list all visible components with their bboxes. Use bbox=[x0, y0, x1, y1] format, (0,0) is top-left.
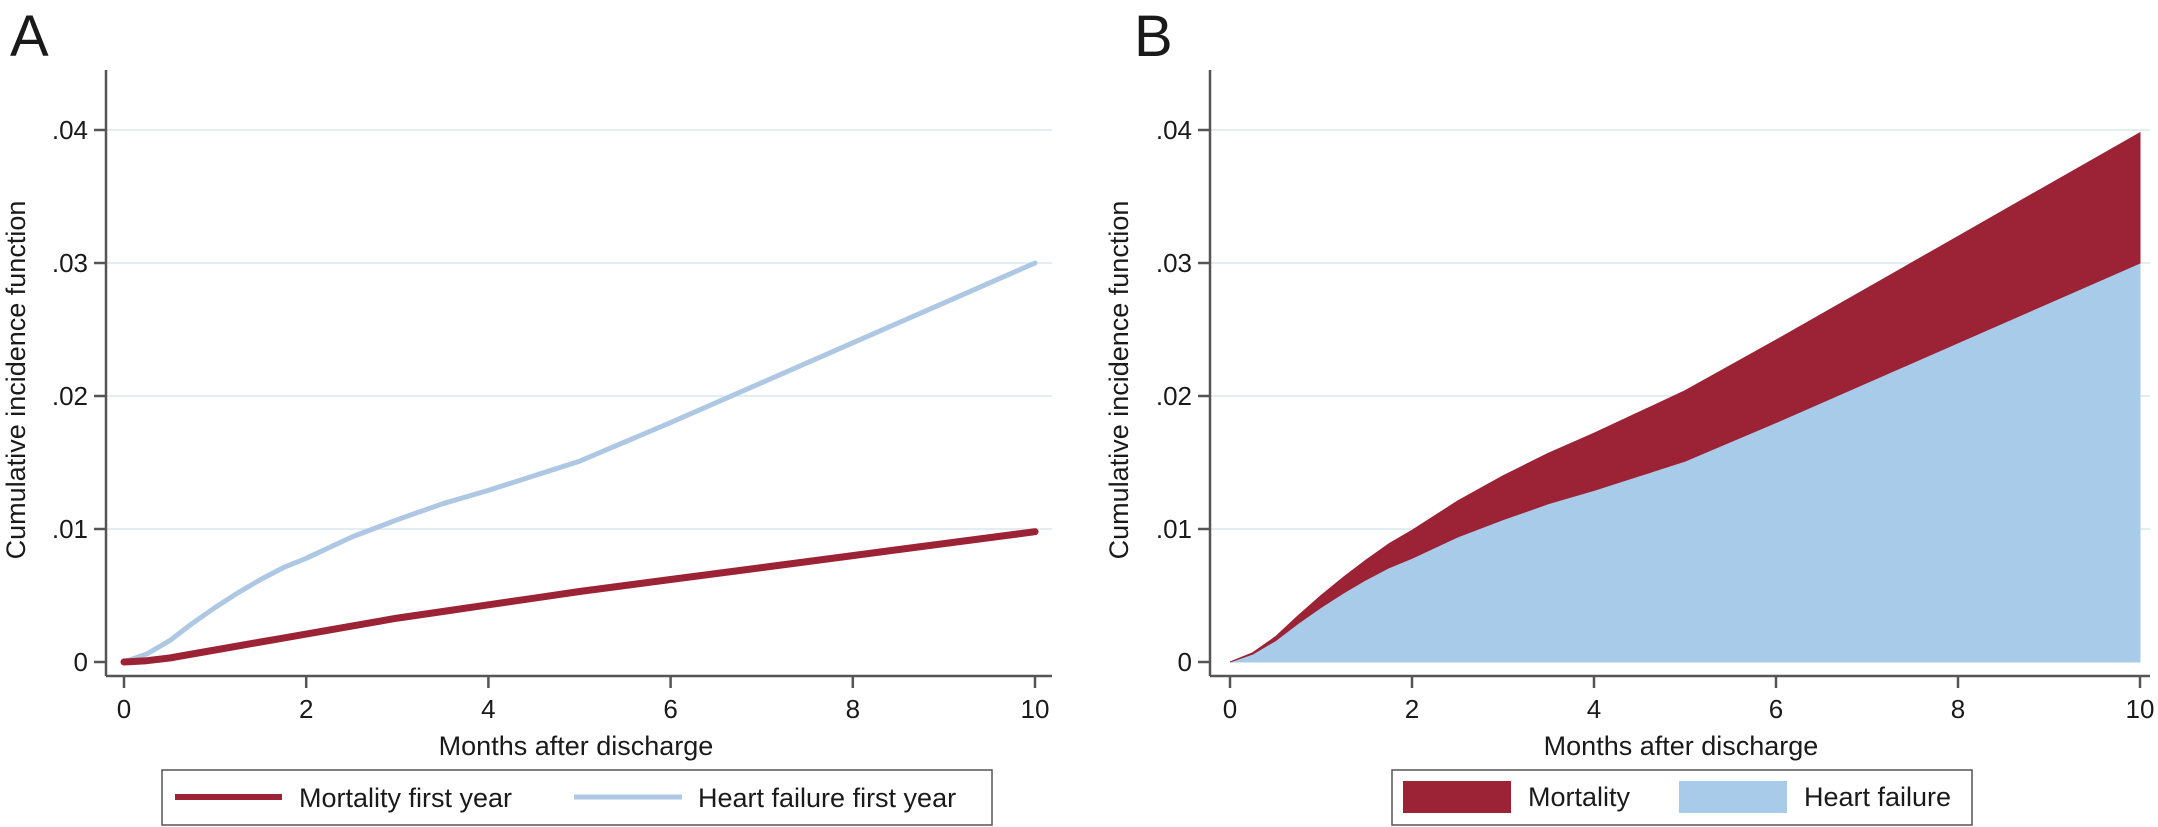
panel-b-axes bbox=[1208, 70, 2150, 678]
y-tick-label: 0 bbox=[1178, 647, 1192, 677]
x-tick-label: 2 bbox=[1405, 694, 1419, 724]
y-tick-label: .04 bbox=[52, 115, 88, 145]
x-tick-label: 8 bbox=[1951, 694, 1965, 724]
x-tick-label: 2 bbox=[299, 694, 313, 724]
panel-b-letter: B bbox=[1134, 4, 1173, 69]
y-tick-label: .03 bbox=[52, 248, 88, 278]
y-tick-label: .02 bbox=[1156, 381, 1192, 411]
panel-a-letter: A bbox=[10, 4, 49, 69]
legend-swatch-heart-failure bbox=[1679, 781, 1787, 813]
panel-a-legend: Mortality first year Heart failure first… bbox=[161, 769, 993, 826]
panel-a-plot-area bbox=[120, 260, 1039, 666]
panel-b-plot-area bbox=[1229, 131, 2141, 663]
series-line-heart-failure-first-year bbox=[121, 260, 1038, 665]
panel-a-gridlines bbox=[107, 129, 1052, 530]
y-tick-label: 0 bbox=[74, 647, 88, 677]
panel-b-y-ticks: 0 .01 .02 .03 .04 bbox=[1156, 115, 1210, 677]
x-tick-label: 8 bbox=[846, 694, 860, 724]
x-tick-label: 6 bbox=[663, 694, 677, 724]
panel-a-x-ticks: 0 2 4 6 8 10 bbox=[117, 676, 1050, 724]
y-tick-label: .03 bbox=[1156, 248, 1192, 278]
panel-a: A 0 2 4 6 8 10 0 .01 .02 .03 .04 Months after dis… bbox=[1, 4, 1052, 826]
panel-b-y-axis-title: Cumulative incidence function bbox=[1104, 201, 1134, 560]
panel-a-y-ticks: 0 .01 .02 .03 .04 bbox=[52, 115, 106, 677]
x-tick-label: 6 bbox=[1769, 694, 1783, 724]
legend-label-mortality-first-year: Mortality first year bbox=[299, 783, 512, 813]
legend-label-heart-failure: Heart failure bbox=[1804, 782, 1951, 812]
x-tick-label: 4 bbox=[481, 694, 495, 724]
x-tick-label: 4 bbox=[1587, 694, 1601, 724]
y-tick-label: .01 bbox=[52, 514, 88, 544]
panel-b: B 0 2 4 6 8 10 0 .01 .02 .03 .04 Months after dis… bbox=[1104, 4, 2155, 826]
panel-b-x-axis-title: Months after discharge bbox=[1544, 731, 1819, 761]
x-tick-label: 0 bbox=[117, 694, 131, 724]
y-tick-label: .01 bbox=[1156, 514, 1192, 544]
x-tick-label: 0 bbox=[1223, 694, 1237, 724]
panel-a-y-axis-title: Cumulative incidence function bbox=[1, 201, 31, 560]
y-tick-label: .02 bbox=[52, 381, 88, 411]
x-tick-label: 10 bbox=[1021, 694, 1050, 724]
x-tick-label: 10 bbox=[2126, 694, 2155, 724]
panel-a-x-axis-title: Months after discharge bbox=[439, 731, 714, 761]
series-area-mortality bbox=[1229, 131, 2141, 663]
y-tick-label: .04 bbox=[1156, 115, 1192, 145]
panel-a-axes bbox=[104, 70, 1052, 678]
series-line-mortality-first-year bbox=[120, 528, 1039, 666]
panel-b-x-ticks: 0 2 4 6 8 10 bbox=[1223, 676, 2155, 724]
legend-label-mortality: Mortality bbox=[1528, 782, 1631, 812]
legend-label-heart-failure-first-year: Heart failure first year bbox=[698, 783, 956, 813]
panel-b-legend: Mortality Heart failure bbox=[1391, 769, 1973, 826]
legend-swatch-mortality bbox=[1403, 781, 1511, 813]
